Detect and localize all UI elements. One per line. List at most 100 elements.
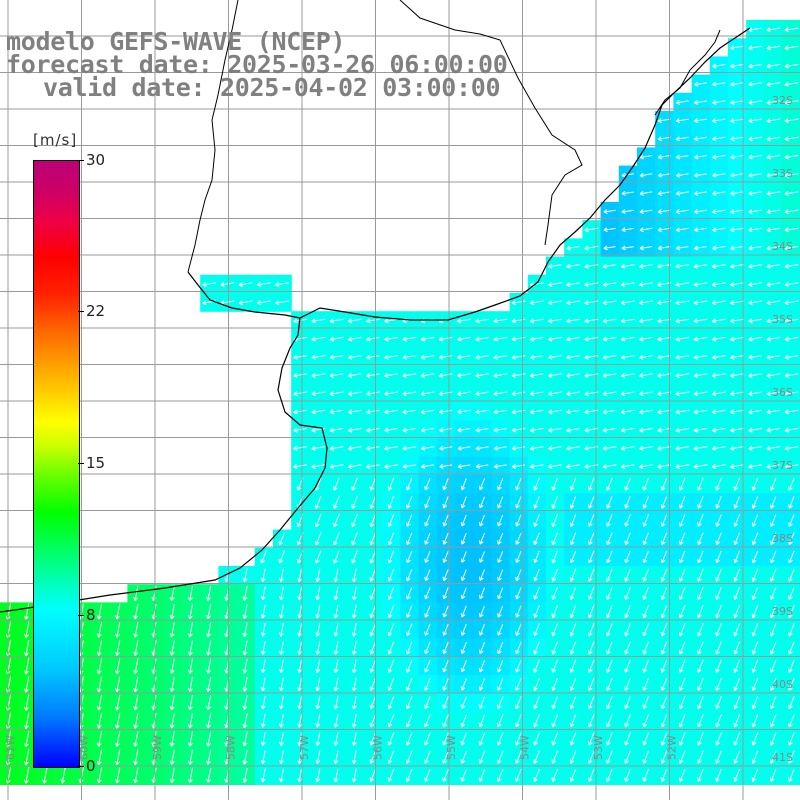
- wind-arrow: [260, 695, 266, 710]
- wind-arrow: [533, 514, 540, 527]
- wind-arrow: [387, 605, 395, 619]
- wind-arrow: [621, 209, 634, 214]
- wind-arrow: [569, 659, 577, 673]
- wind-arrow: [475, 336, 490, 342]
- wind-arrow: [115, 676, 121, 693]
- wind-arrow: [788, 732, 795, 746]
- wind-arrow: [693, 427, 708, 433]
- wind-arrow: [133, 694, 139, 711]
- wind-arrow: [657, 354, 672, 360]
- wind-arrow: [751, 696, 759, 710]
- wind-arrow: [475, 373, 490, 378]
- wind-arrow: [206, 640, 212, 656]
- wind-arrow: [751, 750, 759, 764]
- wind-arrow: [402, 409, 417, 415]
- wind-arrow: [730, 245, 744, 251]
- wind-arrow: [387, 696, 395, 710]
- wind-arrow: [442, 514, 449, 527]
- wind-arrow: [602, 373, 617, 378]
- wind-arrow: [715, 514, 722, 527]
- wind-arrow: [369, 605, 377, 619]
- wind-arrow: [751, 623, 759, 637]
- wind-arrow: [712, 63, 726, 69]
- wind-arrow: [242, 677, 248, 692]
- wind-arrow: [333, 623, 339, 637]
- wind-arrow: [639, 172, 653, 178]
- wind-arrow: [405, 641, 413, 655]
- wind-arrow: [279, 695, 284, 710]
- wind-arrow: [693, 336, 708, 342]
- wind-arrow: [624, 768, 631, 782]
- wind-arrow: [351, 623, 357, 637]
- wind-arrow: [715, 623, 722, 637]
- wind-arrow: [766, 445, 781, 451]
- wind-arrow: [202, 282, 217, 287]
- wind-arrow: [788, 677, 795, 691]
- wind-arrow: [693, 318, 708, 324]
- wind-arrow: [551, 623, 559, 637]
- wind-arrow: [784, 100, 799, 105]
- wind-arrow: [660, 514, 668, 527]
- wind-arrow: [279, 604, 284, 619]
- wind-arrow: [347, 336, 362, 342]
- wind-arrow: [169, 658, 175, 674]
- wind-arrow: [457, 409, 471, 415]
- wind-arrow: [730, 227, 744, 233]
- wind-arrow: [511, 445, 526, 451]
- wind-arrow: [675, 209, 689, 215]
- wind-arrow: [206, 749, 212, 765]
- wind-arrow: [733, 514, 740, 527]
- wind-arrow: [369, 514, 377, 528]
- wind-arrow: [387, 768, 395, 782]
- wind-arrow: [624, 496, 631, 509]
- wind-arrow: [206, 658, 212, 674]
- coastline: [0, 0, 751, 613]
- wind-arrow: [478, 478, 486, 491]
- wind-arrow: [402, 336, 417, 342]
- wind-arrow: [329, 318, 344, 324]
- wind-arrow: [715, 605, 722, 619]
- wind-arrow: [333, 568, 339, 583]
- wind-arrow: [311, 373, 326, 378]
- wind-arrow: [770, 550, 777, 564]
- wind-arrow: [602, 318, 617, 324]
- wind-arrow: [478, 660, 486, 673]
- wind-arrow: [715, 750, 722, 764]
- wind-arrow: [333, 750, 339, 765]
- wind-arrow: [711, 300, 726, 306]
- wind-arrow: [766, 154, 781, 160]
- wind-arrow: [329, 409, 344, 415]
- longitude-label: 53W: [592, 735, 605, 760]
- wind-arrow: [387, 732, 395, 746]
- wind-arrow: [624, 514, 631, 527]
- wind-arrow: [694, 99, 708, 105]
- wind-arrow: [784, 318, 799, 324]
- wind-arrow: [678, 677, 686, 691]
- wind-arrow: [603, 209, 616, 214]
- wind-arrow: [766, 354, 781, 360]
- wind-arrow: [566, 336, 581, 342]
- wind-arrow: [748, 227, 762, 233]
- wind-arrow: [657, 300, 672, 306]
- wind-arrow: [96, 731, 103, 747]
- wind-arrow: [748, 464, 763, 469]
- wind-arrow: [511, 318, 526, 324]
- wind-arrow: [279, 768, 284, 783]
- wind-arrow: [515, 623, 522, 636]
- wind-arrow: [711, 318, 726, 324]
- wind-arrow: [748, 336, 763, 342]
- wind-arrow: [769, 768, 777, 782]
- wind-arrow: [766, 100, 781, 105]
- wind-arrow: [748, 81, 762, 87]
- wind-arrow: [533, 677, 540, 691]
- wind-arrow: [133, 767, 139, 784]
- wind-arrow: [23, 767, 30, 784]
- wind-arrow: [603, 227, 616, 233]
- wind-arrow: [315, 695, 321, 710]
- wind-arrow: [96, 658, 103, 675]
- wind-arrow: [624, 477, 631, 491]
- wind-arrow: [497, 569, 504, 582]
- wind-arrow: [712, 99, 726, 105]
- wind-arrow: [675, 373, 690, 378]
- wind-arrow: [314, 514, 322, 528]
